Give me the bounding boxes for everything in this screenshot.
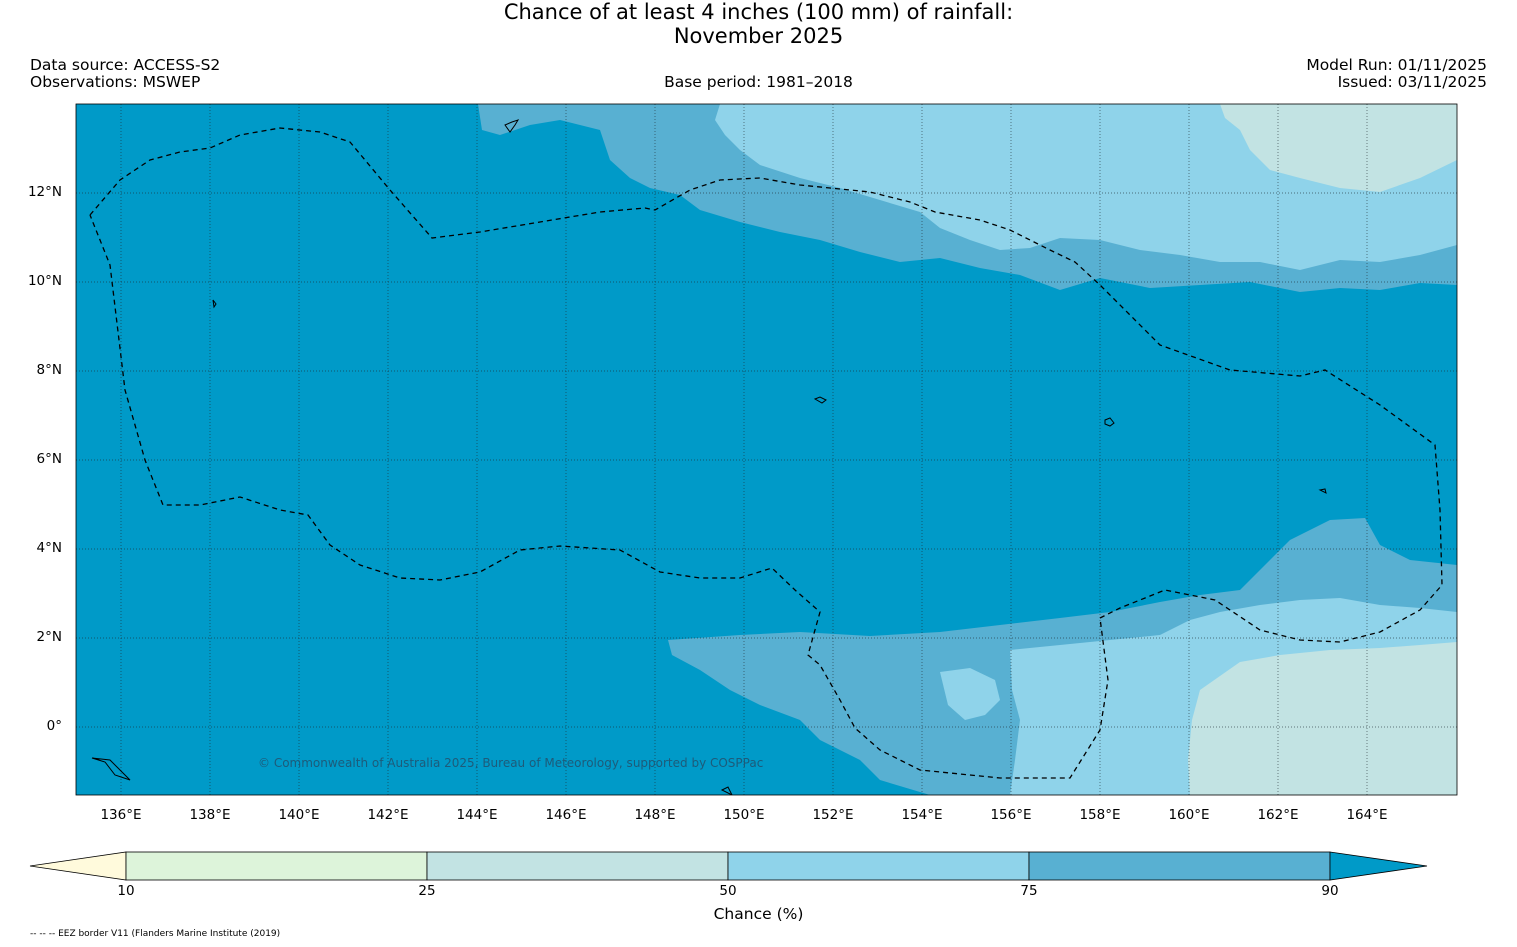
- lon-label: 140°E: [278, 807, 320, 823]
- lon-label: 162°E: [1257, 807, 1299, 823]
- colorbar-segment-75-90: [1028, 851, 1331, 881]
- colorbar: [29, 851, 1428, 881]
- lon-label: 154°E: [901, 807, 943, 823]
- lat-label: 6°N: [36, 451, 62, 467]
- lon-label: 146°E: [545, 807, 587, 823]
- lat-label: 10°N: [27, 273, 62, 289]
- lat-label: 4°N: [36, 540, 62, 556]
- lon-label: 148°E: [634, 807, 676, 823]
- lat-label: 8°N: [36, 362, 62, 378]
- data-source: Data source: ACCESS-S2: [30, 56, 221, 74]
- colorbar-tick: 90: [1321, 883, 1339, 899]
- lat-label: 12°N: [27, 184, 62, 200]
- map-plot-area: [76, 104, 1457, 795]
- colorbar-tick: 25: [418, 883, 436, 899]
- lon-label: 164°E: [1346, 807, 1388, 823]
- observations-source: Observations: MSWEP: [30, 73, 201, 91]
- lon-label: 158°E: [1079, 807, 1121, 823]
- lat-label: 0°: [46, 718, 62, 734]
- lon-label: 150°E: [723, 807, 765, 823]
- colorbar-segment-25-50: [426, 851, 729, 881]
- lon-label: 152°E: [812, 807, 854, 823]
- colorbar-segment-below10: [29, 851, 127, 881]
- colorbar-label: Chance (%): [713, 905, 804, 923]
- map-title-line1: Chance of at least 4 inches (100 mm) of …: [503, 0, 1014, 24]
- copyright-notice: © Commonwealth of Australia 2025, Bureau…: [258, 756, 764, 770]
- lon-label: 144°E: [456, 807, 498, 823]
- zone-25-50-north: [1220, 104, 1457, 192]
- lon-label: 136°E: [100, 807, 142, 823]
- colorbar-tick: 75: [1020, 883, 1038, 899]
- model-run: Model Run: 01/11/2025: [1306, 56, 1487, 74]
- colorbar-segment-10-25: [125, 851, 428, 881]
- map-title-line2: November 2025: [673, 24, 844, 48]
- zone-50-75-patch: [940, 668, 1000, 720]
- colorbar-segment-above90: [1329, 851, 1428, 881]
- colorbar-tick: 10: [117, 883, 135, 899]
- colorbar-segment-50-75: [727, 851, 1030, 881]
- zone-25-50-south: [1188, 642, 1457, 795]
- islands: [91, 119, 1327, 795]
- eez-footnote: -- -- -- EEZ border V11 (Flanders Marine…: [30, 929, 281, 939]
- graticule: [76, 104, 1457, 795]
- map-frame: [75, 103, 1458, 796]
- base-period: Base period: 1981–2018: [664, 73, 853, 91]
- lat-label: 2°N: [36, 629, 62, 645]
- lon-label: 156°E: [990, 807, 1032, 823]
- issued-date: Issued: 03/11/2025: [1337, 73, 1487, 91]
- lon-label: 138°E: [189, 807, 231, 823]
- colorbar-tick: 50: [719, 883, 737, 899]
- lon-label: 142°E: [367, 807, 409, 823]
- lon-label: 160°E: [1168, 807, 1210, 823]
